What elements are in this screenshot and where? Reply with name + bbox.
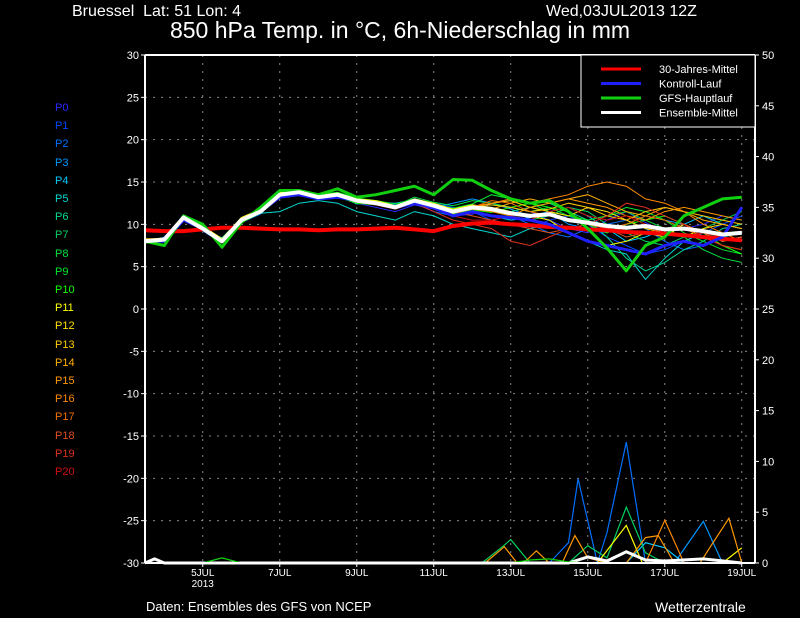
member-label-p3: P3 [55, 156, 69, 169]
series-line-30-jahres-mittel [144, 220, 742, 243]
precip-line-p2 [548, 441, 647, 566]
x-tick-label: 5JUL [191, 568, 215, 579]
member-label-p17: P17 [55, 411, 75, 424]
y-left-tick-label: 15 [127, 177, 139, 189]
member-label-p20: P20 [55, 466, 75, 478]
y-right-tick-label: 5 [762, 507, 768, 519]
member-label-p19: P19 [55, 447, 75, 460]
y-left-tick-label: -25 [123, 516, 139, 528]
x-tick-label: 17JUL [650, 568, 679, 579]
y-left-tick-label: 5 [133, 262, 139, 274]
y-left-tick-label: 25 [127, 92, 139, 104]
y-left-tick-label: 0 [133, 304, 139, 316]
legend-label: GFS-Hauptlauf [659, 93, 733, 105]
x-tick-label: 15JUL [573, 568, 602, 579]
member-label-p2: P2 [55, 138, 69, 151]
series-line-ensemble-mittel [144, 190, 742, 244]
precip-line-p16 [644, 518, 685, 564]
legend-box: 30-Jahres-Mittel Kontroll-Lauf GFS-Hauptla… [580, 54, 756, 128]
member-label-p15: P15 [55, 375, 75, 387]
member-label-p11: P11 [55, 302, 74, 315]
data-source-label: Daten: Ensembles des GFS von NCEP [146, 599, 372, 614]
y-left-tick-label: 10 [127, 219, 139, 231]
location-label: Bruessel Lat: 51 Lon: 4 [72, 3, 241, 20]
member-label-p6: P6 [55, 211, 69, 224]
y-right-tick-label: 10 [762, 456, 774, 468]
y-left-tick-label: -10 [123, 389, 139, 401]
legend-label: 30-Jahres-Mittel [659, 64, 738, 76]
member-label-p18: P18 [55, 429, 75, 442]
precip-line-p3 [673, 520, 724, 564]
member-label-p5: P5 [55, 193, 69, 205]
y-left-tick-label: -15 [123, 431, 139, 443]
precip-line-ensemble-mittel [144, 550, 742, 565]
x-tick-label: 9JUL [345, 568, 369, 579]
y-right-tick-label: 0 [762, 558, 768, 570]
y-right-tick-label: 15 [762, 406, 774, 418]
member-label-p16: P16 [55, 393, 75, 406]
y-right-tick-label: 50 [762, 50, 774, 62]
y-left-tick-label: 20 [127, 135, 139, 147]
y-left-tick-label: -30 [123, 558, 139, 570]
y-right-tick-label: 35 [762, 202, 774, 214]
precip-line-p7 [481, 505, 666, 564]
y-left-tick-label: 30 [127, 50, 139, 62]
x-tick-sublabel: 2013 [192, 579, 215, 590]
legend-label: Kontroll-Lauf [659, 79, 722, 91]
precip-line-p4 [625, 542, 685, 564]
y-right-tick-label: 40 [762, 152, 774, 164]
x-tick-label: 13JUL [496, 568, 525, 579]
y-right-tick-label: 25 [762, 304, 774, 316]
member-label-p13: P13 [55, 338, 75, 351]
run-time-label: Wed,03JUL2013 12Z [546, 3, 697, 20]
y-right-tick-label: 30 [762, 253, 774, 265]
x-tick-label: 11JUL [420, 568, 449, 579]
y-left-tick-label: -5 [129, 346, 139, 358]
y-right-tick-label: 45 [762, 101, 774, 113]
member-label-p12: P12 [55, 320, 75, 333]
x-tick-label: 19JUL [727, 568, 756, 579]
y-left-tick-label: -20 [123, 473, 139, 485]
member-label-p0: P0 [55, 102, 69, 114]
precip-line-gfs-hauptlauf [202, 557, 588, 564]
member-label-p10: P10 [55, 284, 75, 296]
y-right-tick-label: 20 [762, 355, 774, 367]
brand-label: Wetterzentrale [655, 599, 746, 615]
legend-label: Ensemble-Mittel [659, 108, 738, 120]
member-label-p7: P7 [55, 229, 69, 242]
member-label-p9: P9 [55, 265, 69, 278]
member-line-p11 [144, 189, 742, 247]
member-label-p4: P4 [55, 174, 69, 187]
member-label-p1: P1 [55, 120, 69, 133]
member-label-p8: P8 [55, 247, 69, 260]
x-tick-label: 7JUL [268, 568, 292, 579]
chart-title: 850 hPa Temp. in °C, 6h-Niederschlag in … [169, 17, 631, 43]
legend-frame [580, 54, 756, 128]
member-label-p14: P14 [55, 356, 75, 369]
